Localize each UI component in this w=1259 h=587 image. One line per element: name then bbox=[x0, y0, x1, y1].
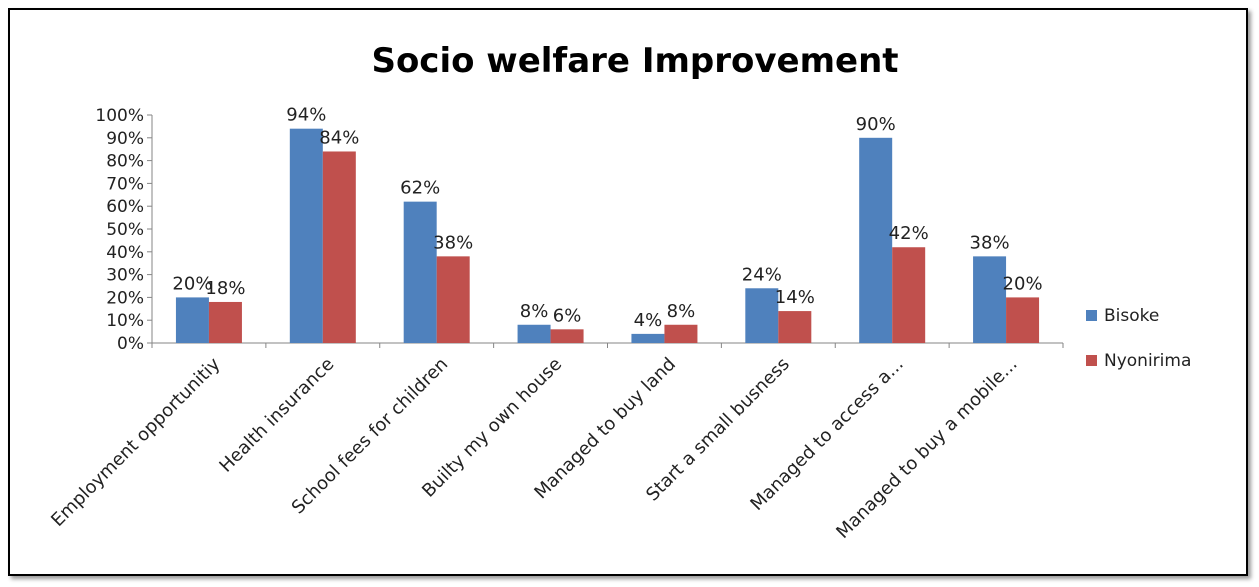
y-tick-label: 80% bbox=[106, 152, 144, 172]
data-labels: 20%94%62%8% 4%24%90%38%18%84%38%6% 8%14%42… bbox=[172, 105, 1042, 331]
bar-nyonirima bbox=[550, 329, 584, 343]
data-label: 62% bbox=[400, 178, 440, 199]
bar-bisoke bbox=[289, 128, 323, 343]
y-tick-label: 0% bbox=[117, 334, 144, 354]
data-label: 20% bbox=[172, 273, 212, 294]
data-label: 8% bbox=[520, 301, 549, 322]
bar-nyonirima bbox=[208, 301, 242, 343]
legend: Bisoke Nyonirima bbox=[1086, 306, 1191, 371]
bar-bisoke bbox=[517, 324, 551, 343]
data-label: 38% bbox=[970, 232, 1010, 253]
legend-label-nyonirima: Nyonirima bbox=[1104, 351, 1191, 371]
bar-bisoke bbox=[859, 137, 893, 343]
y-tick-label: 90% bbox=[106, 129, 144, 149]
bar-bisoke bbox=[403, 201, 437, 343]
data-label: 94% bbox=[286, 105, 326, 126]
bar-bisoke bbox=[631, 333, 665, 343]
data-label: 20% bbox=[1003, 273, 1043, 294]
legend-swatch-bisoke bbox=[1086, 310, 1097, 321]
category-label: Managed to buy a mobile... bbox=[832, 354, 1021, 543]
data-label: 6% bbox=[553, 305, 582, 326]
legend-swatch-nyonirima bbox=[1086, 355, 1097, 366]
bars bbox=[175, 128, 1040, 343]
y-tick-label: 40% bbox=[106, 243, 144, 263]
y-tick-label: 20% bbox=[106, 288, 144, 308]
bar-nyonirima bbox=[436, 256, 470, 343]
bar-nyonirima bbox=[664, 324, 698, 343]
chart-frame bbox=[8, 8, 1248, 576]
data-label: 18% bbox=[205, 278, 245, 299]
y-axis: 0% 10% 20%30% 40% 50% 60% 70%80% 90% 100% bbox=[95, 106, 153, 354]
data-label: 24% bbox=[742, 264, 782, 285]
bar-bisoke bbox=[973, 256, 1007, 343]
chart-title: Socio welfare Improvement bbox=[371, 41, 898, 81]
y-tick-label: 70% bbox=[106, 174, 144, 194]
data-label: 84% bbox=[319, 127, 359, 148]
data-label: 90% bbox=[856, 114, 896, 135]
data-label: 4% bbox=[634, 310, 663, 331]
y-tick-label: 60% bbox=[106, 197, 144, 217]
data-label: 14% bbox=[775, 287, 815, 308]
bar-bisoke bbox=[175, 297, 209, 343]
category-label: Health insurance bbox=[215, 354, 338, 477]
data-label: 8% bbox=[667, 301, 696, 322]
y-tick-label: 10% bbox=[106, 311, 144, 331]
y-tick-label: 50% bbox=[106, 220, 144, 240]
bar-nyonirima bbox=[778, 311, 812, 343]
y-tick-label: 100% bbox=[95, 106, 144, 126]
bar-bisoke bbox=[745, 288, 779, 343]
legend-label-bisoke: Bisoke bbox=[1104, 306, 1159, 326]
bar-nyonirima bbox=[1006, 297, 1040, 343]
data-label: 38% bbox=[433, 232, 473, 253]
category-label: Employment opportunitiy bbox=[47, 353, 224, 530]
bar-nyonirima bbox=[322, 151, 356, 343]
bar-nyonirima bbox=[892, 247, 926, 343]
data-label: 42% bbox=[889, 223, 929, 244]
y-tick-label: 30% bbox=[106, 266, 144, 286]
